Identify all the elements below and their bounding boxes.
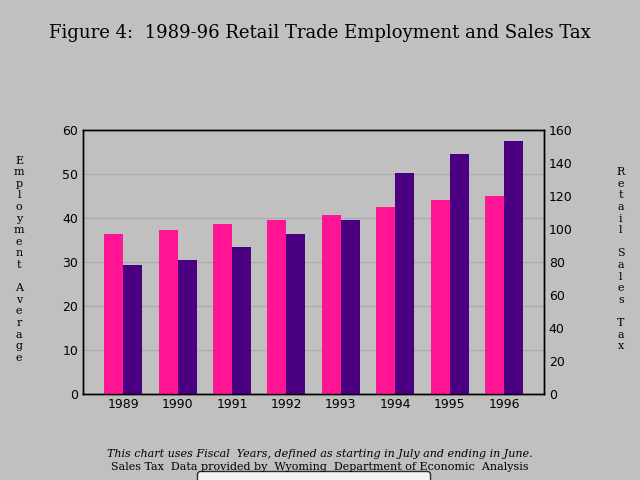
Bar — [159, 230, 177, 394]
Text: R
e
t
a
i
l
 
S
a
l
e
s
 
T
a
x: R e t a i l S a l e s T a x — [617, 167, 625, 351]
Bar — [450, 155, 468, 394]
Bar — [431, 200, 450, 394]
Text: E
m
p
l
o
y
m
e
n
t
 
A
v
e
r
a
g
e: E m p l o y m e n t A v e r a g e — [14, 156, 24, 363]
Bar — [123, 265, 142, 394]
Bar — [213, 224, 232, 394]
Text: Figure 4:  1989-96 Retail Trade Employment and Sales Tax: Figure 4: 1989-96 Retail Trade Employmen… — [49, 24, 591, 42]
Bar — [485, 196, 504, 394]
Bar — [268, 220, 286, 394]
Bar — [286, 234, 305, 394]
Legend: Emplmt Ave - (in thousands), Retail Sales Tax - (in millions): Emplmt Ave - (in thousands), Retail Sale… — [197, 471, 430, 480]
Bar — [341, 220, 360, 394]
Bar — [376, 206, 396, 394]
Bar — [322, 216, 341, 394]
Bar — [177, 260, 196, 394]
Text: This chart uses Fiscal  Years, defined as starting in July and ending in June.: This chart uses Fiscal Years, defined as… — [107, 449, 533, 458]
Bar — [104, 234, 123, 394]
Text: Sales Tax  Data provided by  Wyoming  Department of Economic  Analysis: Sales Tax Data provided by Wyoming Depar… — [111, 462, 529, 471]
Bar — [504, 141, 523, 394]
Bar — [396, 172, 414, 394]
Bar — [232, 247, 251, 394]
